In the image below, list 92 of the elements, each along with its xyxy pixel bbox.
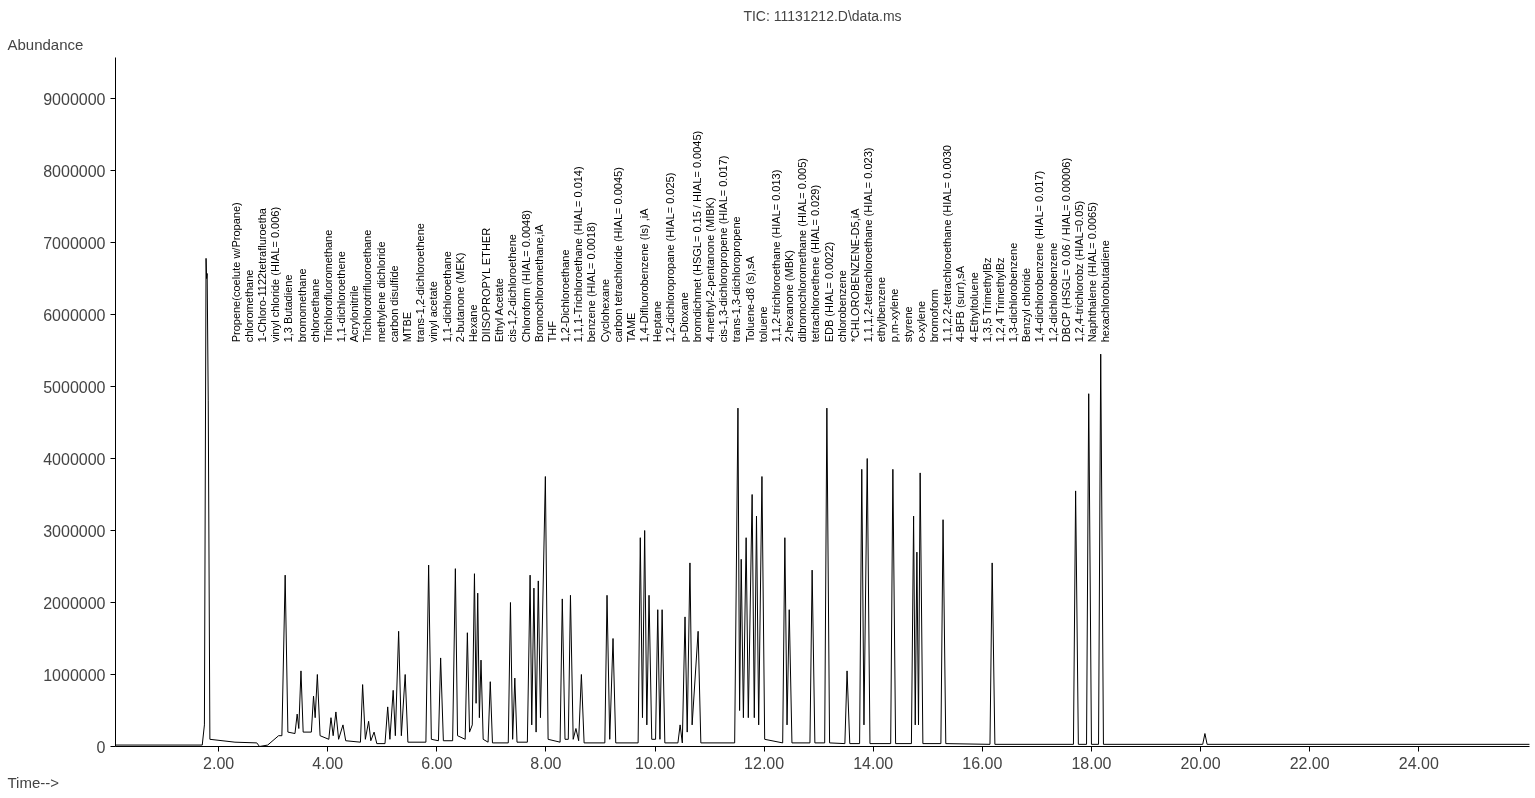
annotation: DBCP (HSGL= 0.06 / HIAL= 0.00006) [1059, 157, 1072, 343]
annotation: 1-Chloro-1122tetrafluroetha [256, 207, 269, 343]
annotation: chloroethane [308, 278, 321, 343]
annotation: Trichlorotrifluoroethane [361, 229, 374, 343]
annotation: Naphthalene (HIAL= 0.0065) [1086, 201, 1099, 343]
y-tick-label: 9000000 [43, 90, 106, 108]
annotation: Cyclohexane [598, 278, 611, 343]
x-tick-label: 12.00 [744, 754, 785, 772]
annotation: 1,4-dichlorobenzene (HIAL= 0.017) [1033, 170, 1046, 343]
annotation: trans-1,2-dichloroethene [414, 223, 427, 343]
annotation: DIISOPROPYL ETHER [480, 227, 493, 343]
annotation: Trichlorofluoromethane [321, 229, 334, 343]
x-tick-label: 8.00 [530, 754, 562, 772]
y-tick-label: 3000000 [43, 522, 106, 540]
x-tick-label: 14.00 [853, 754, 894, 772]
annotation: THF [545, 320, 558, 343]
annotation: carbon tetrachloride (HIAL= 0.0045) [611, 167, 624, 343]
annotation: toluene [756, 306, 769, 343]
annotation: vinyl acetate [427, 281, 440, 343]
annotation: ethylbenzene [875, 276, 888, 343]
x-tick-label: 20.00 [1180, 754, 1221, 772]
annotation: 1,1,1-Trichloroethane (HIAL= 0.014) [572, 166, 585, 343]
annotation: 1,3 Butadiene [282, 274, 295, 343]
x-axis-title: Time--> [7, 773, 60, 791]
annotation: 1,1-dichloroethene [335, 251, 348, 343]
annotation: dibromochloromethane (HIAL= 0.005) [796, 157, 809, 343]
annotation: Propene(coelute w/Propane) [229, 202, 242, 343]
annotation: 4-methyl-2-pentanone (MIBK) [704, 197, 717, 343]
annotation: 1,1,2-trichloroethane (HIAL= 0.013) [769, 169, 782, 343]
y-tick-label: 8000000 [43, 162, 106, 180]
annotation: Heptane [651, 300, 664, 343]
annotation: 4-Ethyltoluene [967, 272, 980, 343]
annotation: 1,2-Dichloroethane [559, 249, 572, 343]
y-tick-label: 4000000 [43, 450, 106, 468]
y-tick-label: 1000000 [43, 666, 106, 684]
annotation: trans-1,3-dichloropropene [730, 216, 743, 343]
annotation: 1,1,2,2-tetrachloroethane (HIAL= 0.0030 [941, 145, 954, 343]
y-tick-label: 5000000 [43, 378, 106, 396]
annotation: TAME [624, 312, 637, 343]
y-tick-label: 7000000 [43, 234, 106, 252]
annotation: Hexane [466, 304, 479, 343]
annotation: 1,3,5 TrimethylBz [980, 257, 993, 343]
y-tick-label: 0 [96, 738, 106, 756]
annotation: Ethyl Acetate [493, 278, 506, 343]
x-tick-label: 22.00 [1289, 754, 1330, 772]
x-tick-label: 2.00 [203, 754, 235, 772]
annotation: 1,2,4-trichlorobz (HIAL=0.05) [1072, 200, 1085, 343]
annotation: methylene dichloride [374, 241, 387, 343]
annotation: bromdichmet (HSGL= 0.15 / HIAL= 0.0045) [690, 130, 703, 343]
annotation: 1,2,4 TrimethylBz [993, 257, 1006, 343]
annotation: p,m-xylene [888, 288, 901, 343]
annotation: Bromochloromethane,iA [532, 223, 545, 343]
x-tick-label: 10.00 [635, 754, 676, 772]
annotation: Benzyl chloride [1020, 267, 1033, 343]
x-tick-label: 18.00 [1071, 754, 1112, 772]
annotation: carbon disulfide [387, 265, 400, 343]
annotation: p-Dioxane [677, 292, 690, 343]
annotation: 1,1-dichloroethane [440, 251, 453, 343]
y-tick-label: 2000000 [43, 594, 106, 612]
annotation: chlorobenzene [835, 270, 848, 343]
annotation: chloromethane [242, 269, 255, 343]
annotation: benzene (HIAL= 0.0018) [585, 222, 598, 343]
chart-title: TIC: 11131212.D\data.ms [743, 7, 902, 24]
x-tick-label: 6.00 [421, 754, 453, 772]
y-axis-title: Abundance [7, 35, 84, 53]
annotation: cis-1,3-dichloropropene (HIAL= 0.017) [717, 155, 730, 343]
annotation: 2-butanone (MEK) [453, 252, 466, 343]
annotation: Toluene-d8 (s),sA [743, 255, 756, 343]
x-tick-label: 4.00 [312, 754, 344, 772]
annotation: hexachlorobutadiene [1099, 240, 1112, 343]
annotation: bromoform [928, 289, 941, 343]
annotation: EDB (HIAL= 0.0022) [822, 241, 835, 343]
annotation: 1,2-dichlorobenzene [1046, 242, 1059, 343]
annotation: o-xylene [914, 300, 927, 343]
annotation: 1,4-Difluorobenzene (Is) ,iA [638, 207, 651, 343]
annotation: 1,3-dichlorobenzene [1007, 242, 1020, 343]
annotation: styrene [901, 306, 914, 343]
annotation: 1,2-dichloropropane (HIAL= 0.025) [664, 172, 677, 343]
annotation: cis-1,2-dichloroethene [506, 234, 519, 343]
annotation: Chloroform (HIAL= 0.0048) [519, 209, 532, 343]
annotation: 2-hexanone (MBK) [783, 250, 796, 343]
annotation: *CHLOROBENZENE-D5,iA [848, 207, 861, 343]
annotation: 1,1,1,2-tetrachloroethane (HIAL= 0.023) [862, 147, 875, 343]
annotation: Acrylonitrile [348, 285, 361, 343]
annotation: vinyl chloride (HIAL= 0.006) [269, 206, 282, 343]
annotation: MTBE [400, 311, 413, 343]
x-tick-label: 16.00 [962, 754, 1003, 772]
annotation: 4-BFB (surr),sA [954, 265, 967, 343]
x-tick-label: 24.00 [1398, 754, 1439, 772]
y-tick-label: 6000000 [43, 306, 106, 324]
annotation: bromomethane [295, 268, 308, 343]
annotation: tetrachloroethene (HIAL= 0.029) [809, 184, 822, 343]
